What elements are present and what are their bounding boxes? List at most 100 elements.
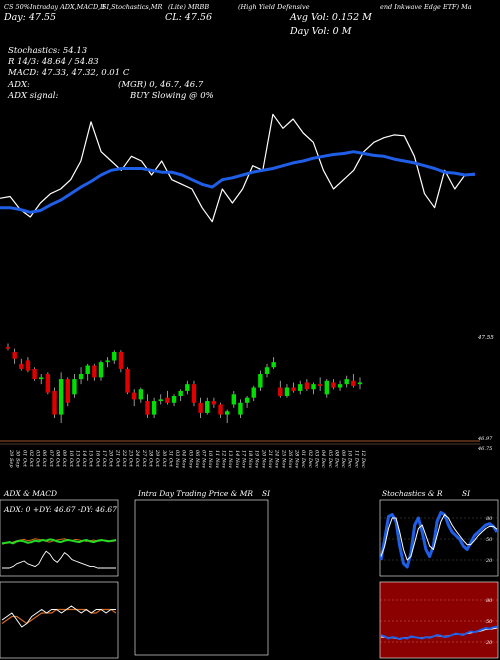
candle-down: [19, 363, 24, 369]
date-tick-label: 10 Oct: [68, 450, 74, 468]
date-tick-label: 10 Nov: [207, 450, 213, 468]
overview-price-line: [0, 113, 475, 223]
candle-down: [52, 390, 57, 415]
date-tick-label: 17 Nov: [240, 450, 246, 468]
candle-down: [5, 346, 11, 349]
stochastics-title-suffix: SI: [462, 489, 471, 498]
header-line-1e: end Inkwave Edge ETF) Ma: [380, 3, 472, 11]
date-tick-label: 15 Oct: [88, 450, 94, 468]
candle-down: [145, 401, 150, 415]
stoch-k-line: [379, 510, 499, 569]
candle-down: [12, 352, 17, 359]
candle-down: [291, 387, 296, 391]
date-tick-label: 09 Oct: [61, 450, 67, 468]
date-tick-label: 24 Oct: [134, 449, 140, 468]
candle-up: [337, 384, 343, 388]
date-tick-label: 05 Nov: [187, 450, 193, 468]
adx-value: (MGR) 0, 46.7, 46.7: [118, 80, 204, 90]
stoch-tick-label: 20: [485, 558, 493, 564]
candle-up: [264, 367, 270, 374]
date-tick-label: 12 Dec: [360, 450, 366, 468]
candle-up: [85, 365, 90, 374]
candle-down: [131, 392, 137, 400]
date-tick-label: 21 Oct: [114, 449, 120, 468]
rsi-tick-label: 50: [486, 619, 493, 625]
candle-down: [198, 402, 203, 413]
adx-signal-label: ADX signal:: [8, 91, 59, 101]
date-tick-label: 14 Oct: [81, 450, 87, 468]
candle-up: [72, 379, 77, 395]
candle-up: [284, 387, 290, 396]
candle-down: [125, 368, 130, 393]
candle-down: [191, 384, 197, 403]
header-line-1c: (Lite) MRBB: [168, 3, 210, 11]
stoch-tick-label: 50: [486, 537, 493, 543]
date-tick-label: 13 Oct: [74, 450, 80, 468]
date-tick-label: 03 Dec: [314, 450, 320, 468]
adx-signal-value: BUY Slowing @ 0%: [130, 91, 214, 101]
date-tick-label: 05 Dec: [327, 450, 333, 468]
stochastics-value: Stochastics: 54.13: [8, 46, 88, 56]
candle-down: [92, 365, 97, 378]
low-tick-label: 46.97: [477, 436, 493, 442]
candle-up: [271, 362, 276, 368]
candle-up: [185, 384, 190, 391]
date-tick-label: 06 Oct: [41, 450, 47, 468]
date-tick-label: 28 Oct: [147, 449, 153, 468]
date-tick-label: 01 Oct: [21, 450, 27, 468]
candle-up: [238, 402, 243, 415]
adx-panel-frame: [0, 499, 119, 577]
rsi-value: R 14/3: 48.64 / 54.83: [8, 57, 99, 67]
date-tick-label: 31 Oct: [167, 450, 173, 468]
date-tick-label: 20 Oct: [108, 449, 114, 468]
intraday-panel-frame: [134, 499, 269, 656]
overview-average-line: [0, 150, 476, 214]
rsi-tick-label: 20: [485, 640, 493, 646]
date-tick-label: 07 Oct: [48, 450, 54, 468]
adx-label: ADX:: [8, 80, 30, 90]
candle-up: [244, 397, 250, 403]
stoch-tick-label: 80: [486, 516, 493, 522]
date-tick-label: 02 Dec: [307, 450, 313, 468]
date-tick-label: 08 Oct: [54, 450, 60, 468]
header-line-1b: SI,Stochastics,MR: [102, 3, 163, 11]
date-tick-label: 12 Nov: [221, 450, 227, 468]
candle-down: [351, 380, 356, 386]
candle-down: [211, 401, 217, 405]
candle-up: [78, 374, 84, 380]
date-tick-label: 21 Nov: [267, 449, 273, 468]
candle-up: [138, 389, 144, 400]
avg-volume: Avg Vol: 0.152 M: [290, 12, 372, 23]
header-line-1d: (High Yield Defensive: [238, 3, 310, 11]
date-tick-label: 20 Nov: [260, 449, 266, 468]
date-tick-label: 01 Dec: [300, 450, 306, 468]
date-tick-label: 10 Dec: [347, 450, 353, 468]
date-tick-label: 25 Nov: [280, 449, 286, 468]
date-tick-label: 03 Oct: [35, 450, 41, 468]
date-tick-label: 29 Oct: [154, 449, 160, 468]
candle-up: [298, 384, 303, 391]
date-tick-label: 22 Oct: [121, 449, 127, 468]
candle-up: [151, 401, 157, 415]
candle-down: [45, 374, 51, 393]
date-tick-label: 04 Dec: [320, 450, 326, 468]
date-tick-label: 07 Nov: [201, 450, 207, 468]
candle-up: [58, 379, 64, 415]
date-tick-label: 11 Nov: [214, 450, 220, 468]
price-tick-label: 47.55: [477, 335, 494, 341]
date-tick-label: 19 Nov: [254, 450, 260, 468]
date-tick-label: 06 Nov: [194, 450, 200, 468]
candle-up: [105, 360, 110, 363]
rsi-tick-label: 80: [486, 598, 493, 604]
date-tick-label: 27 Oct: [141, 449, 147, 468]
candle-down: [32, 368, 37, 380]
low-tick-label-2: 46.75: [477, 446, 492, 452]
candle-down: [304, 382, 310, 390]
intraday-title: Intra Day Trading Price & MR: [138, 489, 254, 498]
rsi-line: [380, 625, 498, 641]
stoch-d-line: [380, 514, 498, 561]
date-tick-label: 14 Nov: [234, 450, 240, 468]
date-tick-label: 30 Oct: [161, 450, 167, 468]
plus-dy-line: [1, 538, 117, 545]
